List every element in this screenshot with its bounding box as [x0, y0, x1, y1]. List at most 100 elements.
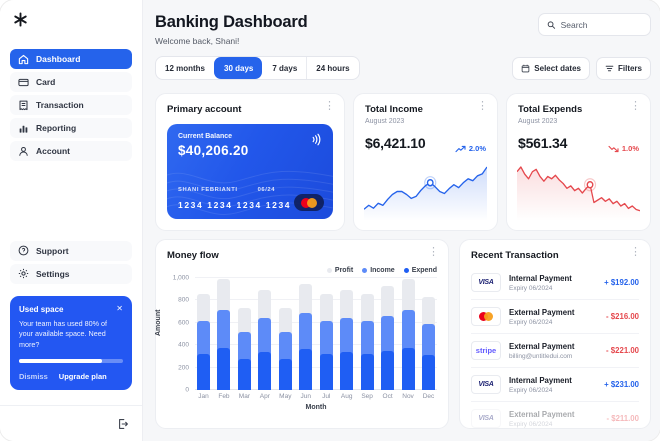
x-tick-label: Nov: [402, 393, 414, 400]
tab-7-days[interactable]: 7 days: [272, 63, 298, 73]
credit-card-icon: [18, 78, 29, 86]
tab-12-months[interactable]: 12 months: [165, 63, 206, 73]
kebab-menu-icon[interactable]: ⋮: [477, 100, 488, 112]
card-expiry: 06/24: [257, 187, 276, 193]
card-title: Money flow: [167, 250, 219, 261]
transaction-title: Internal Payment: [509, 273, 572, 283]
bar-chart-plot: [195, 277, 437, 390]
trend-badge: 1.0%: [608, 144, 639, 153]
kebab-menu-icon[interactable]: ⋮: [428, 246, 439, 258]
used-space-title: Used space: [19, 304, 64, 314]
sidebar-item-dashboard[interactable]: Dashboard: [10, 49, 132, 69]
logout-icon[interactable]: [117, 418, 129, 430]
bar-segment-expend: [237, 359, 251, 390]
y-axis-title: Amount: [155, 309, 162, 336]
sidebar-item-support[interactable]: Support: [10, 240, 132, 261]
gridline: [195, 366, 437, 368]
card-title: Primary account: [167, 104, 242, 115]
trend-badge: 2.0%: [455, 144, 486, 153]
dismiss-link[interactable]: Dismiss: [19, 372, 48, 381]
transaction-subtitle: billing@untitledui.com: [509, 352, 573, 360]
main-content: Banking Dashboard Welcome back, Shani! 1…: [143, 0, 660, 441]
close-icon[interactable]: ✕: [116, 303, 123, 313]
profit-legend-dot: [326, 268, 332, 273]
bar-column: [401, 278, 415, 390]
gridline: [195, 277, 437, 278]
used-space-card: Used space ✕ Your team has used 80% of y…: [10, 295, 132, 390]
kebab-menu-icon[interactable]: ⋮: [324, 100, 335, 112]
x-tick-label: Jul: [322, 393, 331, 400]
home-icon: [18, 54, 29, 64]
transaction-row[interactable]: stripe External Payment billing@untitled…: [471, 334, 639, 368]
transaction-subtitle: Expiry 06/2024: [509, 420, 553, 428]
y-tick-label: 1,000: [172, 274, 189, 282]
y-tick-label: 600: [178, 319, 189, 327]
transaction-amount: + $231.00: [604, 380, 639, 389]
receipt-icon: [19, 100, 28, 110]
legend-label: Expend: [411, 267, 437, 274]
kebab-menu-icon[interactable]: ⋮: [630, 246, 641, 258]
total-expends-card: Total Expends ⋮ August 2023 $561.34 1.0%: [506, 93, 651, 231]
x-tick-label: Mar: [238, 393, 250, 400]
sidebar-item-settings[interactable]: Settings: [10, 263, 132, 284]
transaction-subtitle: Expiry 06/2024: [509, 386, 553, 394]
visa-logo: VISA: [471, 273, 501, 292]
transaction-row[interactable]: External Payment Expiry 06/2024 - $216.0…: [471, 300, 639, 334]
kebab-menu-icon[interactable]: ⋮: [630, 100, 641, 112]
transaction-row[interactable]: VISA Internal Payment Expiry 06/2024 + $…: [471, 368, 639, 402]
sidebar-item-reporting[interactable]: Reporting: [10, 118, 132, 138]
transaction-subtitle: Expiry 06/2024: [509, 284, 553, 292]
filters-button[interactable]: Filters: [595, 56, 651, 80]
sidebar-item-transaction[interactable]: Transaction: [10, 95, 132, 115]
bar-column: [197, 278, 210, 390]
bar-chart-icon: [19, 125, 28, 133]
recent-transactions-card: Recent Transaction ⋮ VISA Internal Payme…: [459, 239, 651, 429]
transaction-amount: + $192.00: [604, 278, 639, 287]
sidebar-item-card[interactable]: Card: [10, 72, 132, 92]
trend-value: 2.0%: [468, 144, 486, 153]
search-box[interactable]: [538, 13, 651, 36]
tab-30-days[interactable]: 30 days: [214, 57, 263, 79]
income-value: $6,421.10: [365, 135, 426, 151]
user-icon: [19, 146, 28, 156]
select-dates-button[interactable]: Select dates: [512, 56, 590, 80]
transaction-row[interactable]: VISA External Payment Expiry 06/2024 - $…: [471, 402, 639, 428]
page-title: Banking Dashboard: [155, 13, 308, 31]
bar-segment-expend: [278, 359, 292, 390]
bar-segment-expend: [299, 349, 313, 390]
expend-legend-dot: [403, 268, 409, 273]
x-tick-label: Dec: [422, 393, 435, 400]
x-tick-label: Jun: [300, 393, 311, 400]
card-title: Recent Transaction: [471, 250, 559, 261]
gear-icon: [18, 268, 29, 279]
transaction-title: External Payment: [509, 409, 575, 419]
date-range-tabs: 12 months 30 days 7 days 24 hours: [155, 56, 360, 80]
bar-column: [299, 278, 313, 390]
search-input[interactable]: [560, 19, 642, 30]
upgrade-plan-link[interactable]: Upgrade plan: [58, 372, 107, 381]
transaction-amount: - $211.00: [606, 414, 639, 423]
chart-legend: Profit Income Expend: [326, 267, 437, 274]
filter-lines-icon: [605, 65, 614, 71]
tab-24-hours[interactable]: 24 hours: [306, 57, 358, 79]
card-holder: SHANI FEBRIANTI: [178, 187, 238, 193]
bank-card[interactable]: Current Balance $40,206.20 SHANI FEBRIAN…: [167, 124, 333, 219]
balance-label: Current Balance: [178, 133, 233, 140]
visa-logo: VISA: [471, 375, 501, 394]
mastercard-logo: [471, 307, 501, 326]
bar-column: [340, 278, 354, 390]
trend-up-icon: [455, 145, 466, 152]
sidebar: Dashboard Card Transaction Reporting Acc…: [0, 0, 143, 441]
x-tick-label: Jan: [198, 393, 209, 400]
transaction-amount: - $216.00: [606, 312, 639, 321]
bar-column: [360, 278, 374, 390]
transaction-row[interactable]: VISA Internal Payment Expiry 06/2024 + $…: [471, 266, 639, 300]
sidebar-item-account[interactable]: Account: [10, 141, 132, 161]
bar-segment-expend: [258, 351, 272, 390]
income-legend-dot: [362, 268, 368, 273]
transaction-amount: - $221.00: [606, 346, 639, 355]
transaction-title: Internal Payment: [509, 375, 572, 385]
sidebar-item-label: Transaction: [36, 100, 84, 110]
sidebar-item-label: Dashboard: [36, 54, 81, 64]
